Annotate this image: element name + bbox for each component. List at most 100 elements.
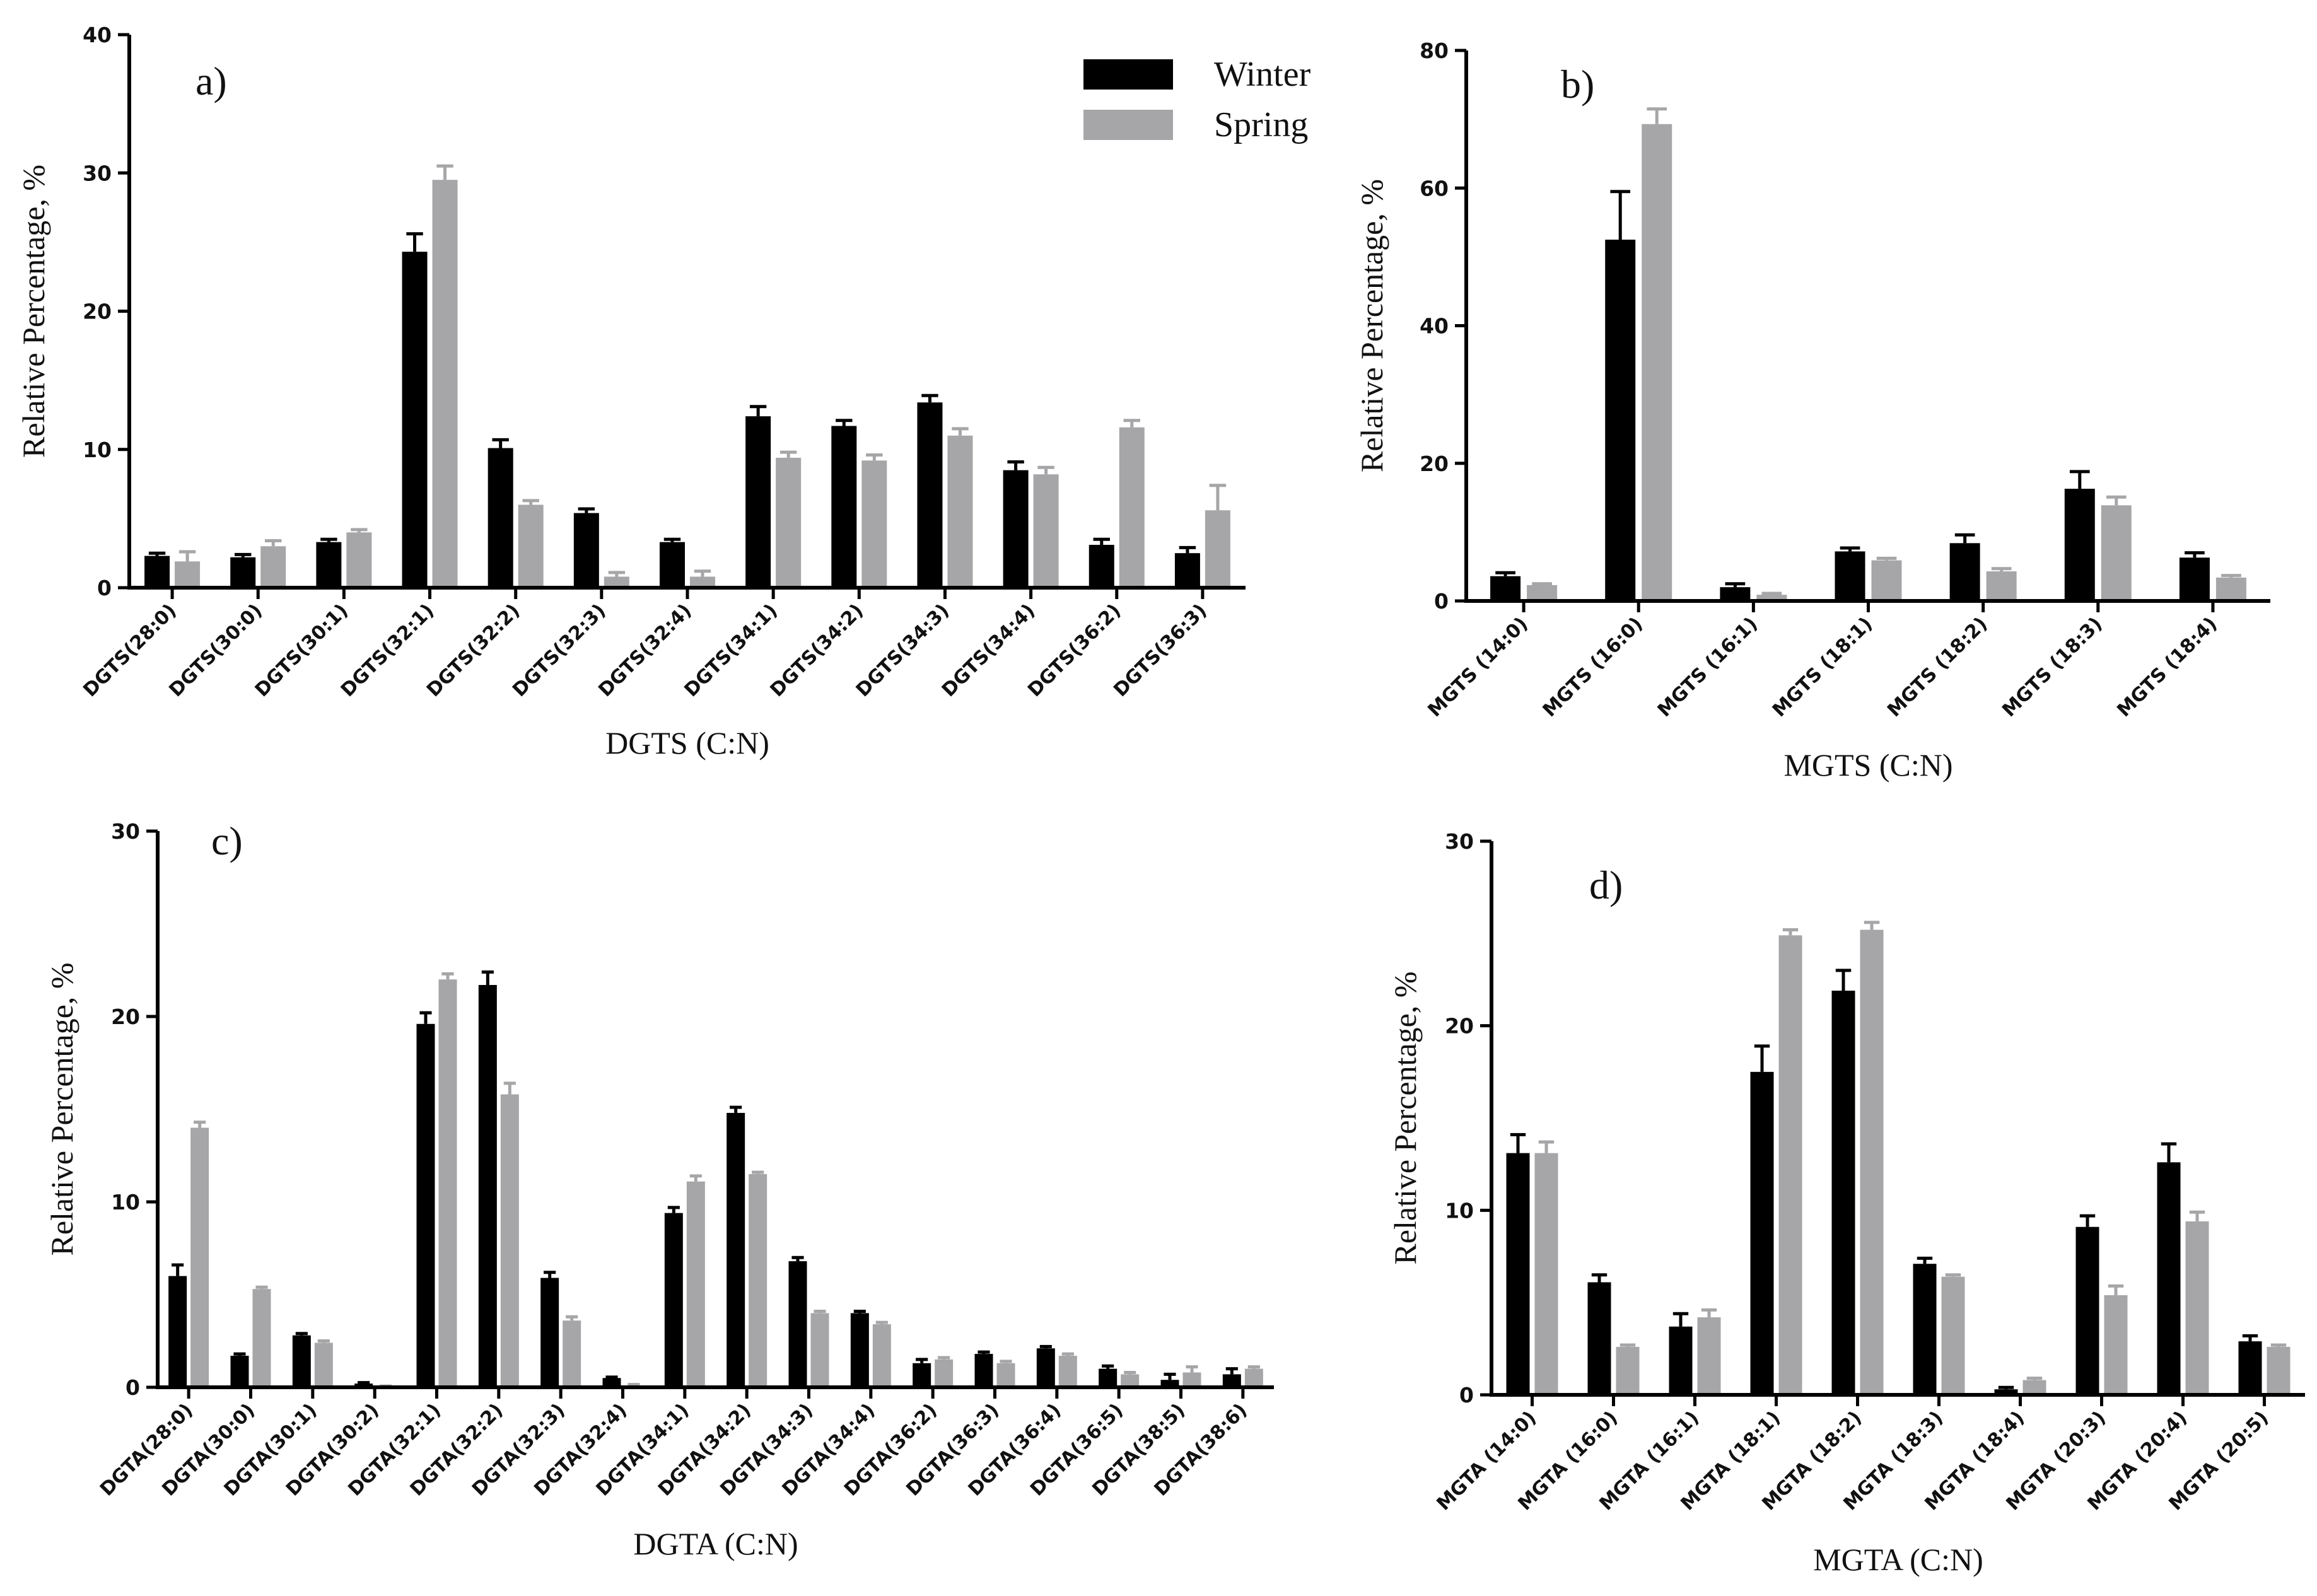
panel-label: d) [1589,863,1623,907]
bar-spring [190,1127,209,1387]
bar-spring [432,180,458,588]
bar-winter [1949,543,1980,601]
bar-spring [1986,571,2017,601]
bar-spring [861,460,887,588]
bar-winter [2238,1341,2262,1395]
x-tick-label: MGTS (18:3) [1998,613,2106,721]
legend-swatch-winter [1083,59,1173,90]
y-tick-label: 30 [83,161,112,185]
x-tick-label: MGTS (16:0) [1539,613,1647,721]
bar-spring [686,1181,705,1387]
bar-winter [487,448,513,588]
bar-spring [1205,510,1230,588]
y-tick-label: 0 [1434,589,1449,614]
bar-winter [230,1356,249,1387]
bar-spring [563,1320,581,1387]
panel-label: c) [211,818,243,863]
y-tick-label: 30 [1445,829,1474,854]
bar-winter [1490,576,1521,601]
bar-winter [292,1335,311,1387]
bar-winter [573,513,599,588]
legend: Winter Spring [1083,55,1311,144]
bar-winter [660,542,685,588]
bar-winter [1750,1071,1774,1395]
x-axis-title: DGTS (C:N) [605,725,769,760]
bar-winter [2064,489,2095,601]
bar-winter [1174,553,1200,588]
y-tick-label: 80 [1420,38,1449,63]
bar-winter [1835,551,1865,601]
x-tick-label: MGTS (18:1) [1768,613,1877,721]
x-tick-label: MGTS (18:2) [1883,613,1992,721]
bar-spring [1860,929,1884,1395]
bar-spring [1697,1317,1721,1395]
bar-spring [810,1313,829,1387]
bar-winter [1099,1368,1118,1387]
bar-winter [168,1276,187,1387]
panel-label: b) [1561,62,1594,107]
bar-spring [1058,1356,1077,1387]
bar-winter [1506,1153,1530,1395]
bar-spring [1941,1276,1965,1395]
y-tick-label: 20 [1420,451,1449,476]
y-tick-label: 20 [1445,1014,1474,1039]
bar-winter [745,416,771,588]
bar-winter [917,402,943,588]
bar-spring [438,979,457,1387]
legend-label-winter: Winter [1214,55,1311,94]
bar-spring [1182,1372,1201,1387]
bar-winter [416,1023,435,1387]
chart-panel-2: 0 20 40 60 80 MGTS (14:0) MGTS (16:0) MGTS (16:… [1354,38,2270,783]
bar-spring [2185,1221,2209,1395]
bar-winter [1605,240,1636,601]
bar-spring [2215,577,2246,601]
y-tick-label: 30 [111,819,140,844]
bar-spring [776,457,802,588]
bar-spring [500,1094,519,1387]
bar-spring [518,504,544,588]
bar-winter [230,557,256,588]
bar-spring [1871,560,1902,601]
bar-winter [913,1363,931,1387]
x-tick-label: MGTS (16:1) [1654,613,1762,721]
bar-spring [2267,1346,2291,1395]
y-axis-title: Relative Percentage, % [16,165,51,458]
bar-spring [872,1324,891,1387]
bar-winter [727,1112,745,1387]
bar-spring [1778,935,1802,1395]
bar-winter [144,556,170,588]
bar-winter [1222,1374,1241,1387]
panel-label: a) [196,59,227,103]
bar-spring [1756,595,1787,601]
bar-spring [1534,1153,1558,1395]
bar-spring [2104,1295,2128,1395]
chart-panel-1: 010203040DGTS(28:0)DGTS(30:0)DGTS(30:1)D… [16,23,1246,760]
bar-winter [2157,1162,2181,1395]
bar-spring [1119,427,1145,588]
bar-spring [1033,474,1059,588]
bar-winter [788,1261,807,1387]
bar-winter [316,542,342,588]
x-tick-label: MGTS (18:4) [2113,613,2221,721]
y-tick-label: 40 [1420,314,1449,339]
bar-winter [1831,991,1855,1395]
bar-spring [947,435,973,588]
y-tick-label: 20 [83,300,112,324]
bar-winter [1587,1282,1611,1395]
bar-winter [402,252,428,588]
bar-spring [996,1363,1015,1387]
bar-spring [1616,1346,1640,1395]
bar-winter [1994,1389,2018,1395]
legend-label-spring: Spring [1214,105,1308,144]
bar-winter [1160,1380,1179,1387]
y-tick-label: 0 [125,1375,140,1400]
y-tick-label: 10 [1445,1198,1474,1223]
bar-spring [314,1343,333,1387]
bar-winter [850,1313,869,1387]
bar-winter [831,426,857,588]
bar-winter [602,1378,621,1387]
chart-panel-3: 0102030DGTA(28:0)DGTA(30:0)DGTA(30:1)DGT… [44,818,1274,1561]
bar-spring [175,561,201,588]
